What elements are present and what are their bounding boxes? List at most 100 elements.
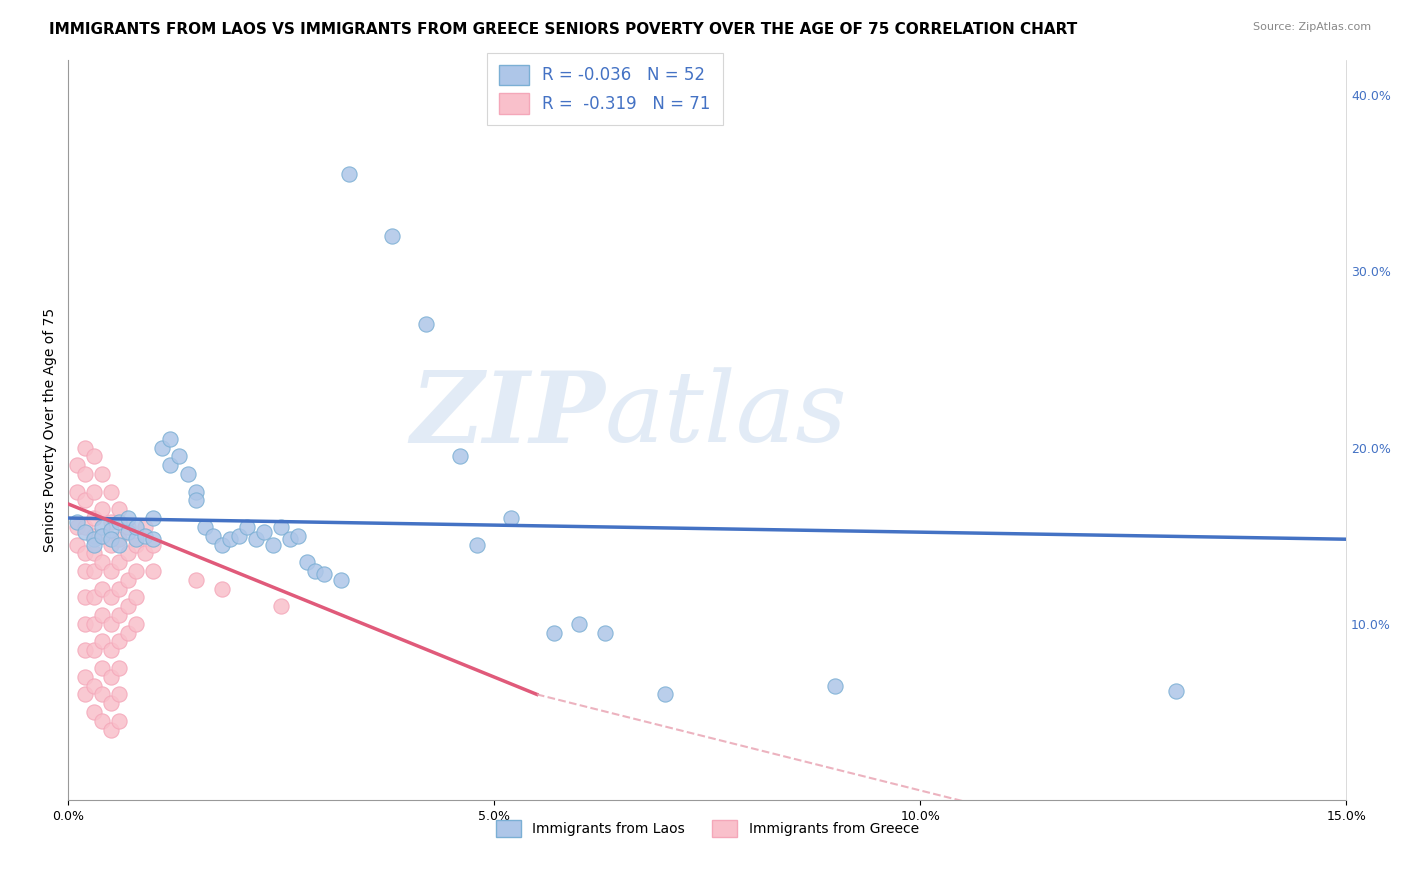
Y-axis label: Seniors Poverty Over the Age of 75: Seniors Poverty Over the Age of 75	[44, 308, 58, 552]
Point	[236, 520, 259, 534]
Point	[117, 599, 139, 614]
Point	[75, 643, 97, 657]
Point	[142, 537, 165, 551]
Point	[100, 696, 122, 710]
Point	[654, 687, 676, 701]
Point	[593, 625, 616, 640]
Point	[176, 467, 198, 481]
Point	[91, 714, 114, 728]
Point	[75, 546, 97, 560]
Point	[108, 687, 131, 701]
Point	[66, 515, 89, 529]
Point	[91, 634, 114, 648]
Point	[83, 679, 105, 693]
Point	[91, 687, 114, 701]
Point	[270, 520, 292, 534]
Point	[159, 432, 181, 446]
Point	[91, 520, 114, 534]
Point	[83, 450, 105, 464]
Point	[83, 591, 105, 605]
Point	[83, 511, 105, 525]
Point	[75, 467, 97, 481]
Point	[75, 441, 97, 455]
Point	[100, 723, 122, 737]
Point	[91, 582, 114, 596]
Point	[134, 529, 156, 543]
Point	[75, 687, 97, 701]
Point	[83, 564, 105, 578]
Point	[108, 533, 131, 547]
Point	[75, 616, 97, 631]
Point	[66, 537, 89, 551]
Point	[253, 525, 276, 540]
Point	[287, 529, 309, 543]
Point	[193, 520, 215, 534]
Point	[125, 591, 148, 605]
Point	[1164, 684, 1187, 698]
Point	[312, 567, 335, 582]
Point	[100, 484, 122, 499]
Point	[108, 714, 131, 728]
Point	[125, 520, 148, 534]
Point	[117, 546, 139, 560]
Point	[91, 502, 114, 516]
Point	[295, 555, 318, 569]
Point	[91, 529, 114, 543]
Point	[83, 484, 105, 499]
Point	[117, 625, 139, 640]
Point	[159, 458, 181, 472]
Point	[150, 441, 173, 455]
Point	[100, 564, 122, 578]
Point	[117, 573, 139, 587]
Point	[75, 493, 97, 508]
Point	[824, 679, 846, 693]
Point	[75, 670, 97, 684]
Point	[184, 493, 207, 508]
Point	[66, 484, 89, 499]
Point	[83, 616, 105, 631]
Point	[304, 564, 326, 578]
Point	[142, 511, 165, 525]
Point	[125, 616, 148, 631]
Point	[100, 643, 122, 657]
Point	[117, 520, 139, 534]
Point	[278, 533, 301, 547]
Point	[142, 533, 165, 547]
Point	[66, 520, 89, 534]
Point	[75, 564, 97, 578]
Point	[501, 511, 523, 525]
Point	[543, 625, 565, 640]
Point	[228, 529, 250, 543]
Point	[83, 705, 105, 719]
Point	[134, 520, 156, 534]
Point	[66, 458, 89, 472]
Point	[219, 533, 242, 547]
Point	[568, 616, 591, 631]
Point	[100, 515, 122, 529]
Point	[125, 564, 148, 578]
Point	[91, 608, 114, 623]
Point	[449, 450, 471, 464]
Point	[83, 546, 105, 560]
Point	[91, 467, 114, 481]
Point	[117, 525, 139, 540]
Point	[100, 537, 122, 551]
Legend: Immigrants from Laos, Immigrants from Greece: Immigrants from Laos, Immigrants from Gr…	[488, 812, 927, 845]
Text: ZIP: ZIP	[411, 367, 605, 463]
Point	[465, 537, 488, 551]
Point	[339, 167, 361, 181]
Point	[100, 533, 122, 547]
Point	[75, 520, 97, 534]
Point	[415, 317, 437, 331]
Point	[381, 228, 404, 243]
Point	[125, 533, 148, 547]
Point	[91, 661, 114, 675]
Point	[117, 511, 139, 525]
Point	[262, 537, 284, 551]
Point	[184, 484, 207, 499]
Point	[108, 537, 131, 551]
Point	[100, 524, 122, 538]
Text: Source: ZipAtlas.com: Source: ZipAtlas.com	[1253, 22, 1371, 32]
Point	[75, 591, 97, 605]
Point	[83, 529, 105, 543]
